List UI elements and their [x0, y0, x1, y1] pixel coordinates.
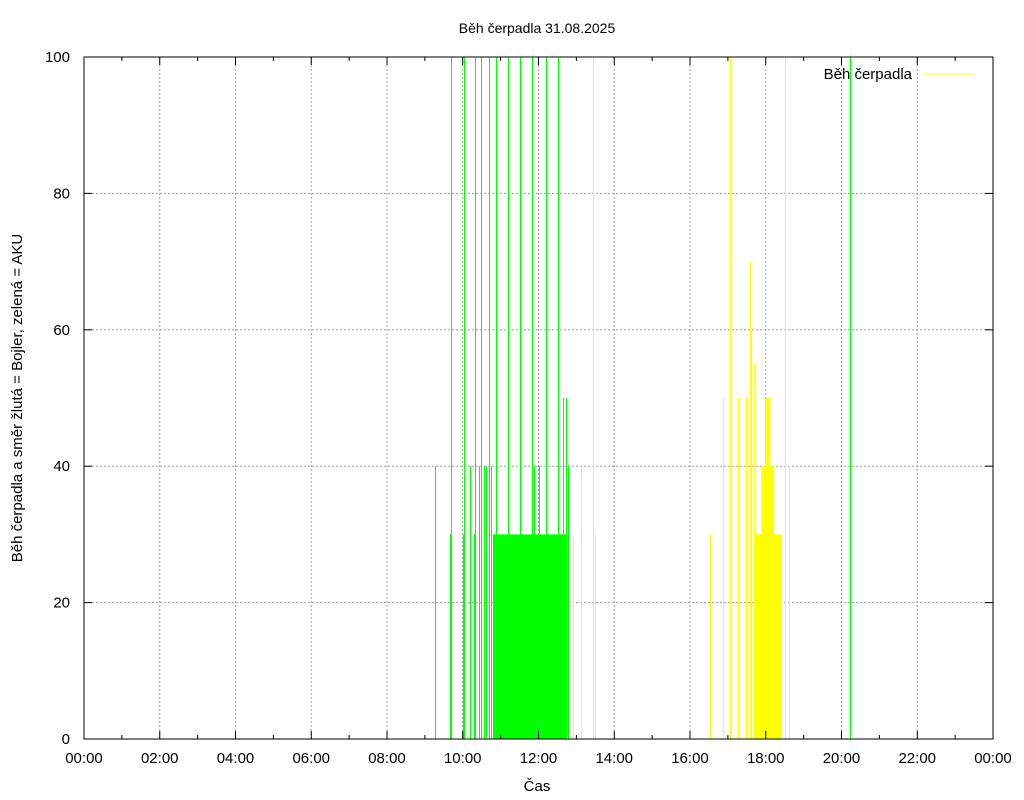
x-tick-label: 02:00 [141, 750, 179, 767]
x-tick-label: 16:00 [671, 750, 709, 767]
x-tick-label: 20:00 [823, 750, 861, 767]
y-tick-label: 0 [62, 731, 70, 748]
impulse-block [777, 534, 782, 739]
x-tick-label: 22:00 [898, 750, 936, 767]
y-tick-label: 80 [53, 185, 70, 202]
x-axis-label: Čas [524, 778, 551, 795]
y-tick-label: 20 [53, 595, 70, 612]
y-tick-label: 40 [53, 458, 70, 475]
x-tick-label: 10:00 [444, 750, 482, 767]
impulse-block [493, 534, 567, 739]
chart-title: Běh čerpadla 31.08.2025 [459, 20, 616, 36]
y-tick-label: 60 [53, 322, 70, 339]
legend: Běh čerpadla [824, 66, 974, 83]
x-tick-label: 14:00 [595, 750, 633, 767]
series-aku [435, 57, 851, 739]
impulse-block [764, 398, 771, 739]
series-bojler [573, 57, 790, 739]
x-tick-label: 08:00 [368, 750, 406, 767]
x-tick-label: 06:00 [292, 750, 330, 767]
y-axis-label: Běh čerpadla a směr žlutá = Bojler, zele… [9, 234, 26, 563]
x-tick-label: 18:00 [747, 750, 785, 767]
y-tick-label: 100 [45, 49, 70, 66]
x-tick-label: 04:00 [217, 750, 255, 767]
legend-label: Běh čerpadla [824, 66, 913, 83]
x-tick-label: 00:00 [974, 750, 1012, 767]
x-tick-label: 12:00 [520, 750, 558, 767]
x-tick-label: 00:00 [65, 750, 103, 767]
